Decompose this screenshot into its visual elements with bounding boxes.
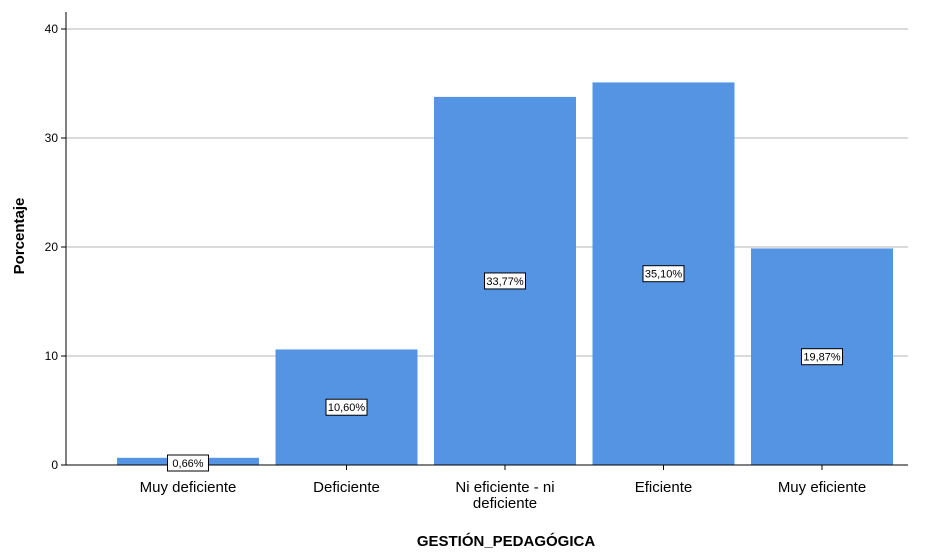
x-tick-label: Ni eficiente - ni (455, 479, 554, 496)
data-label-text: 10,60% (328, 402, 366, 414)
data-label-text: 33,77% (486, 276, 524, 288)
x-tick-label: Muy eficiente (778, 479, 866, 496)
data-label-text: 0,66% (172, 458, 203, 470)
data-label: 10,60% (325, 398, 368, 416)
y-tick-label: 30 (45, 131, 59, 145)
x-tick-label: Muy deficiente (140, 479, 237, 496)
data-labels: 0,66% 10,60% 33,77% 35,10% 19,87% (167, 265, 843, 472)
data-label: 33,77% (484, 272, 526, 290)
x-tick-label: deficiente (473, 495, 537, 512)
x-axis-title: GESTIÓN_PEDAGÓGICA (417, 532, 596, 550)
y-tick-label: 10 (45, 349, 59, 363)
y-tick-label: 20 (45, 240, 59, 254)
data-label-box (801, 348, 843, 366)
data-label: 19,87% (801, 348, 843, 366)
data-label: 35,10% (642, 265, 685, 283)
y-tick-label: 0 (51, 458, 58, 472)
data-label-box (484, 272, 526, 290)
data-label: 0,66% (167, 454, 209, 472)
data-label-text: 35,10% (645, 269, 683, 281)
bars (117, 82, 893, 466)
x-tick-label: Deficiente (313, 479, 380, 496)
y-tick-label: 40 (45, 22, 59, 36)
x-tick-label: Eficiente (635, 479, 693, 496)
data-label-box (325, 398, 368, 416)
data-label-text: 19,87% (803, 352, 841, 364)
data-label-box (167, 454, 209, 472)
y-axis-title: Porcentaje (11, 198, 28, 275)
data-label-box (642, 265, 685, 283)
